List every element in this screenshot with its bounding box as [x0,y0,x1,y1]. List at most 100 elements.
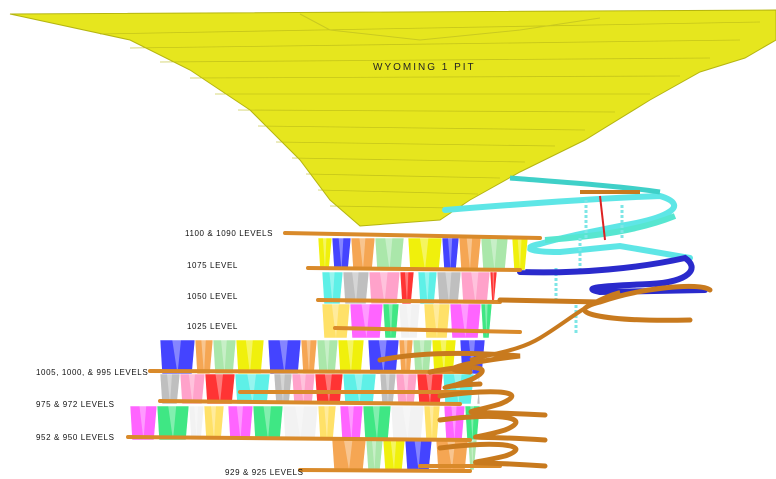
stope-highlight [201,340,206,374]
stope-highlight [385,374,390,404]
stope-highlight [414,440,422,470]
stope-highlight [324,374,332,404]
stope-highlight [188,374,195,404]
stope-highlight [194,406,198,440]
drift-7 [298,468,472,473]
stope-highlight [295,406,304,440]
stope-highlight [371,440,377,470]
stope-block [129,405,158,441]
stope-highlight [471,440,474,470]
pit-bench-0 [99,21,761,35]
stope-highlight [236,406,243,440]
stope-highlight [347,340,354,374]
stope-highlight [263,406,271,440]
stope-highlight [359,238,366,270]
level-label-929: 929 & 925 LEVELS [225,468,304,477]
stope-highlight [300,374,306,404]
stope-highlight [354,374,363,404]
drift-3 [333,326,522,334]
stope-highlight [433,304,440,338]
stope-highlight [322,238,327,270]
level-label-1005: 1005, 1000, & 995 LEVELS [36,368,149,377]
drift-5 [158,399,462,406]
stope-highlight [424,272,430,304]
stope-highlight [379,272,388,304]
stope-highlight [215,374,223,404]
stope-highlight [385,238,393,270]
decline-coil-2 [437,413,548,443]
stope-highlight [211,406,216,440]
stope-highlight [460,304,469,338]
stope-highlight [403,374,409,404]
stope-highlight [338,238,344,270]
pit-bench-5 [237,109,616,113]
stope-highlight [451,406,457,440]
decline-coil-3 [437,441,548,469]
stope-block [156,405,190,441]
stope-highlight [404,272,409,304]
stope-highlight [168,406,177,440]
drift-0 [283,231,542,240]
decline-coil-4 [377,350,521,375]
decline-coil-1 [437,389,548,418]
stope-highlight [490,238,498,270]
open-pit [9,9,776,227]
pit-bench-6 [257,125,586,131]
stope-block [204,373,236,405]
pit-title: WYOMING 1 PIT [373,62,476,73]
level-label-1025: 1025 LEVEL [187,322,238,331]
blue-ramp-path [517,254,708,296]
stope-highlight [478,374,480,404]
stope-highlight [492,272,495,304]
pit-bench-2 [159,57,711,63]
pit-bench-8 [291,157,526,163]
stope-highlight [331,304,339,338]
stope-highlight [471,272,479,304]
stope-highlight [329,272,335,304]
stope-highlight [324,406,329,440]
cyan-ramp [442,175,693,334]
stope-highlight [352,272,359,304]
stope-highlight [406,304,412,338]
stope-highlight [167,374,172,404]
stope-highlight [172,340,181,374]
blue-ramp [517,254,708,296]
stope-highlight [484,304,488,338]
pit-crest-shade [299,13,601,41]
stope-block [489,271,498,305]
level-label-1075: 1075 LEVEL [187,261,238,270]
stope-block [159,373,181,405]
pit-bench-10 [317,189,479,195]
stope-highlight [348,406,354,440]
stope-highlight [447,238,453,270]
stope-block [188,405,205,441]
level-drifts [126,231,542,473]
stope-block [179,373,206,405]
stope-highlight [279,340,288,374]
stope-highlight [245,340,253,374]
pit-bench-11 [329,205,456,209]
pit-bench-7 [275,141,556,147]
stope-highlight [468,340,475,374]
stope-highlight [426,374,433,404]
pit-bench-1 [129,39,741,49]
drift-2 [316,298,502,304]
level-label-975: 975 & 972 LEVELS [36,400,115,409]
decline-ramp [377,283,713,469]
red-shaft [599,195,606,241]
stope-block [203,405,225,441]
stope-highlight [390,440,397,470]
drift-1 [306,266,522,272]
drift-6 [126,435,472,442]
stope-highlight [247,374,256,404]
stope-highlight [361,304,370,338]
stope-highlight [466,238,473,270]
stope-highlight [445,272,452,304]
cyan-ramp-path [442,192,693,261]
level-label-1050: 1050 LEVEL [187,292,238,301]
stope-highlight [324,340,330,374]
stope-highlight [402,406,411,440]
cyan-ramp-mid [544,213,677,243]
